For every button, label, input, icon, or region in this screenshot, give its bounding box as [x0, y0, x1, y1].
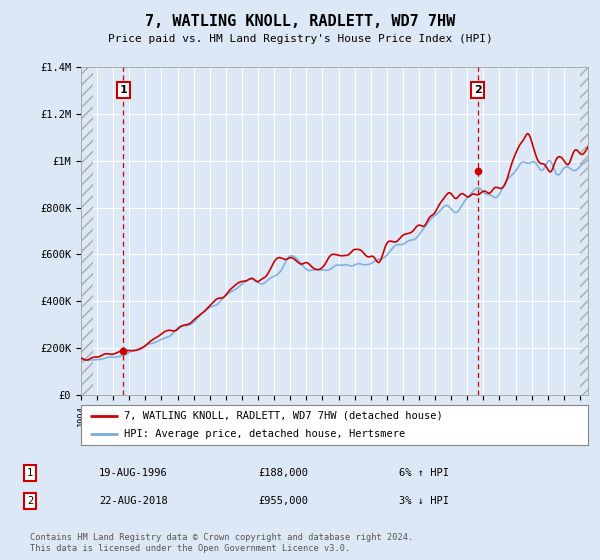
Text: 6% ↑ HPI: 6% ↑ HPI [399, 468, 449, 478]
Text: Price paid vs. HM Land Registry's House Price Index (HPI): Price paid vs. HM Land Registry's House … [107, 34, 493, 44]
Text: 2: 2 [27, 496, 33, 506]
Text: £955,000: £955,000 [258, 496, 308, 506]
Bar [81, 67, 93, 395]
Text: £188,000: £188,000 [258, 468, 308, 478]
Text: 19-AUG-1996: 19-AUG-1996 [99, 468, 168, 478]
Text: 3% ↓ HPI: 3% ↓ HPI [399, 496, 449, 506]
Text: 1: 1 [27, 468, 33, 478]
Text: 7, WATLING KNOLL, RADLETT, WD7 7HW (detached house): 7, WATLING KNOLL, RADLETT, WD7 7HW (deta… [124, 411, 443, 421]
Text: 2: 2 [474, 85, 481, 95]
Text: HPI: Average price, detached house, Hertsmere: HPI: Average price, detached house, Hert… [124, 430, 406, 439]
Text: Contains HM Land Registry data © Crown copyright and database right 2024.
This d: Contains HM Land Registry data © Crown c… [30, 533, 413, 553]
Bar [580, 67, 588, 395]
Text: 1: 1 [119, 85, 127, 95]
Text: 7, WATLING KNOLL, RADLETT, WD7 7HW: 7, WATLING KNOLL, RADLETT, WD7 7HW [145, 14, 455, 29]
Text: 22-AUG-2018: 22-AUG-2018 [99, 496, 168, 506]
